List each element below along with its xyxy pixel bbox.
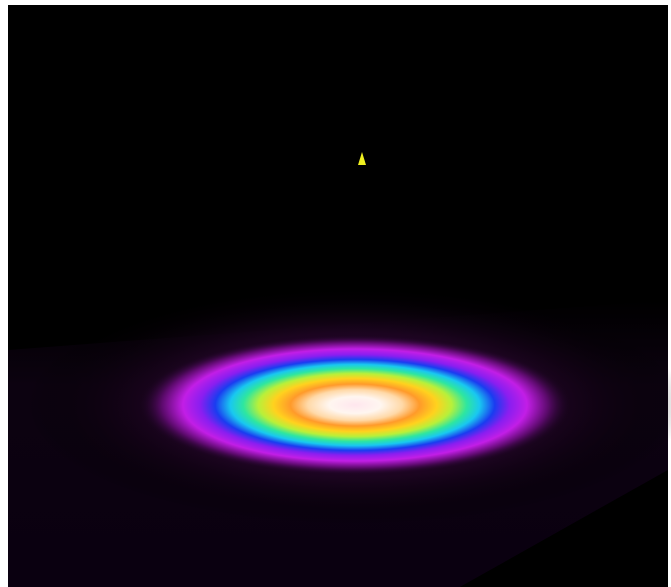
light-spot (140, 335, 570, 475)
floor-edge-shadow (460, 470, 668, 587)
light-source (358, 152, 366, 165)
